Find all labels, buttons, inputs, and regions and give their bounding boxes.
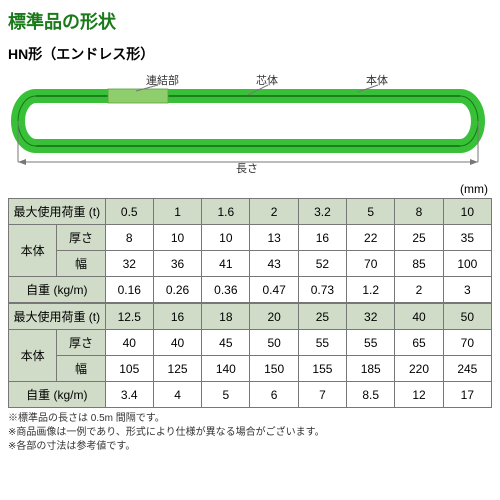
spec-tables: 最大使用荷重 (t)0.511.623.25810本体厚さ81010131622… bbox=[8, 198, 492, 408]
spec-table-1: 最大使用荷重 (t)12.516182025324050本体厚さ40404550… bbox=[8, 303, 492, 408]
label-body: 本体 bbox=[366, 72, 388, 88]
notes: ※標準品の長さは 0.5m 間隔です。※商品画像は一例であり、形式により仕様が異… bbox=[8, 412, 492, 454]
shape-diagram: 連結部 芯体 本体 長さ bbox=[8, 70, 488, 180]
label-length: 長さ bbox=[236, 160, 258, 176]
unit-label: (mm) bbox=[8, 182, 488, 196]
subtitle: HN形（エンドレス形） bbox=[8, 44, 492, 64]
page-title: 標準品の形状 bbox=[8, 8, 492, 34]
label-joint: 連結部 bbox=[146, 72, 179, 88]
label-core: 芯体 bbox=[256, 72, 278, 88]
spec-table-0: 最大使用荷重 (t)0.511.623.25810本体厚さ81010131622… bbox=[8, 198, 492, 303]
